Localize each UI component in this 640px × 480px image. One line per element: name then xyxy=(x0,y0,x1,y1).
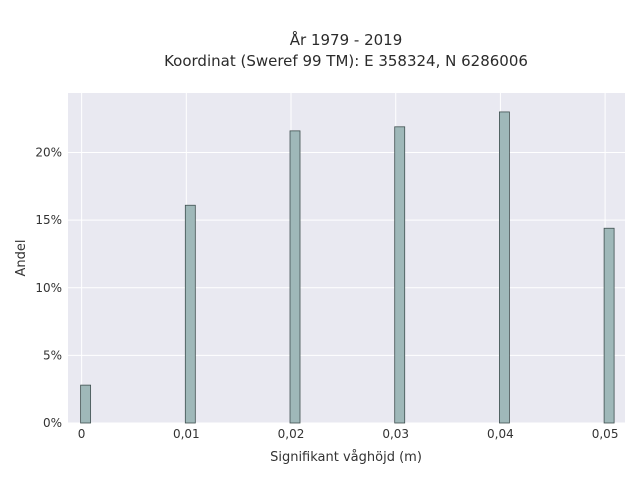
chart-title-line-2: Koordinat (Sweref 99 TM): E 358324, N 62… xyxy=(164,52,528,70)
bar xyxy=(80,384,92,424)
y-tick-label: 5% xyxy=(43,348,62,362)
x-tick-label: 0,02 xyxy=(278,427,305,441)
bar xyxy=(499,111,510,424)
y-axis-label: Andel xyxy=(14,240,29,277)
bar xyxy=(289,130,301,424)
x-tick-label: 0,01 xyxy=(173,427,200,441)
x-tick-label: 0,05 xyxy=(592,427,619,441)
plot-area xyxy=(68,93,625,423)
y-tick-label: 10% xyxy=(35,281,62,295)
y-tick-label: 15% xyxy=(35,213,62,227)
x-axis-ticks: 0 0,01 0,02 0,03 0,04 0,05 xyxy=(78,427,619,441)
y-tick-label: 0% xyxy=(43,416,62,430)
bar xyxy=(603,227,615,424)
x-tick-label: 0,03 xyxy=(382,427,409,441)
chart-title-line-1: År 1979 - 2019 xyxy=(290,30,403,49)
bars xyxy=(80,111,615,424)
bar xyxy=(184,204,196,424)
x-tick-label: 0,04 xyxy=(487,427,514,441)
x-tick-label: 0 xyxy=(78,427,86,441)
y-tick-label: 20% xyxy=(35,146,62,160)
bar xyxy=(394,126,406,424)
x-axis-label: Signifikant våghöjd (m) xyxy=(270,450,422,465)
y-axis-ticks: 0% 5% 10% 15% 20% xyxy=(35,146,62,430)
